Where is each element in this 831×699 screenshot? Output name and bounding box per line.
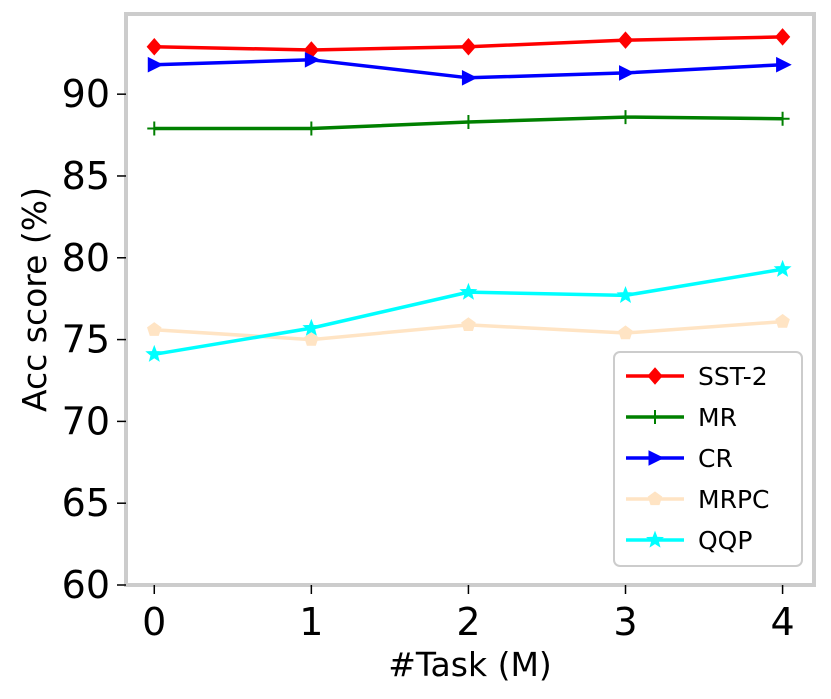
data-point-sst-2 (460, 37, 477, 56)
data-point-mr (775, 111, 790, 126)
y-tick-label: 85 (62, 154, 110, 198)
data-point-cr (776, 56, 792, 73)
data-point-qqp (773, 259, 792, 277)
y-axis: 60 65 70 75 80 85 90 (62, 72, 126, 607)
data-point-mr (618, 110, 633, 125)
x-tick-label: 0 (142, 600, 166, 644)
x-axis: 0 1 2 3 4 (142, 585, 795, 644)
legend-label: MR (698, 403, 737, 432)
legend-marker (648, 450, 665, 466)
data-point-mrpc (461, 317, 476, 332)
legend-item-sst-2: SST-2 (626, 362, 768, 391)
legend: SST-2 MR CR MRPC QQP (613, 351, 803, 567)
legend-box (613, 351, 803, 567)
data-point-cr (619, 65, 635, 81)
legend-label: SST-2 (698, 362, 768, 391)
y-tick-label: 90 (62, 72, 110, 116)
data-point-sst-2 (774, 28, 791, 46)
y-tick-label: 75 (62, 318, 110, 362)
data-point-sst-2 (617, 31, 634, 49)
data-point-qqp (145, 344, 164, 362)
y-tick-label: 80 (62, 236, 110, 280)
data-point-mrpc (775, 313, 790, 328)
series-layer (145, 28, 792, 362)
x-tick-label: 2 (456, 600, 480, 644)
data-point-sst-2 (146, 37, 162, 56)
data-point-mr (304, 121, 319, 136)
series-sst-2 (146, 28, 791, 59)
x-tick-label: 4 (770, 600, 794, 644)
legend-label: MRPC (698, 485, 769, 514)
legend-item-cr: CR (626, 444, 733, 473)
data-point-mr (147, 121, 162, 136)
legend-marker (647, 367, 663, 385)
y-tick-label: 60 (62, 563, 110, 607)
legend-marker (646, 530, 664, 548)
legend-item-qqp: QQP (626, 526, 752, 555)
legend-label: CR (698, 444, 733, 473)
legend-marker (648, 410, 662, 424)
data-point-cr (461, 69, 478, 86)
legend-item-mr: MR (626, 403, 737, 432)
y-tick-label: 70 (62, 399, 110, 443)
series-mr (147, 110, 790, 136)
data-point-mrpc (147, 322, 162, 336)
data-point-mrpc (618, 325, 633, 340)
data-point-cr (304, 52, 321, 68)
legend-item-mrpc: MRPC (626, 485, 769, 514)
data-point-qqp (302, 318, 321, 336)
data-point-qqp (459, 282, 478, 300)
series-qqp (145, 259, 792, 362)
x-tick-label: 1 (299, 600, 323, 644)
y-axis-label: Acc score (%) (15, 187, 54, 412)
data-point-mr (461, 114, 476, 129)
data-point-qqp (616, 286, 635, 304)
legend-marker (647, 491, 663, 506)
series-cr (147, 52, 792, 86)
data-point-mrpc (304, 331, 319, 346)
legend-label: QQP (698, 526, 752, 555)
y-tick-label: 65 (62, 481, 110, 525)
x-tick-label: 3 (613, 600, 637, 644)
x-axis-label: #Task (M) (388, 645, 552, 684)
data-point-cr (147, 56, 164, 73)
